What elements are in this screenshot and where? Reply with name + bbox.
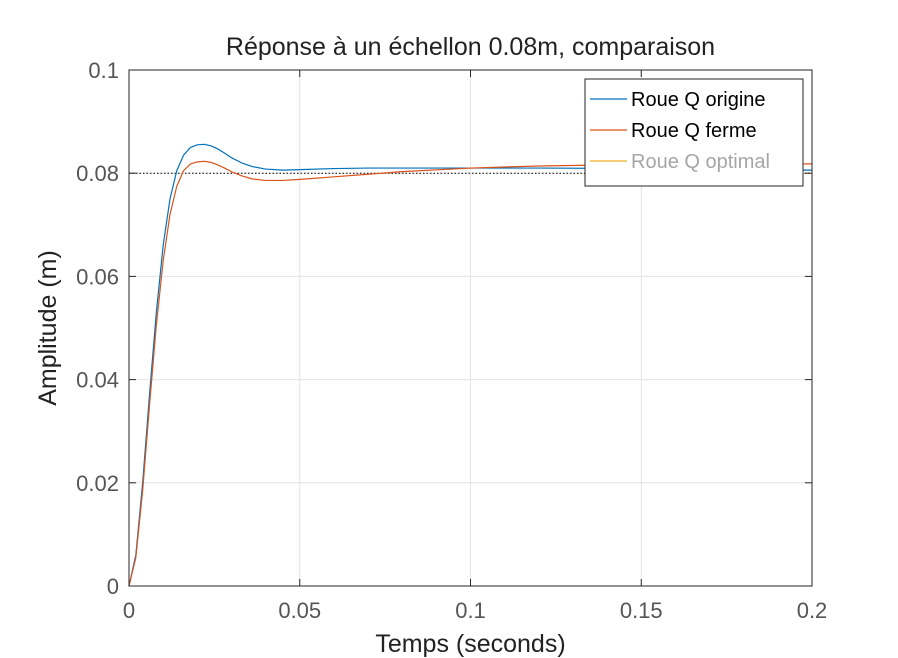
y-tick-label: 0.02 (76, 471, 119, 496)
x-tick-label: 0.15 (620, 598, 663, 623)
x-tick-label: 0.2 (797, 598, 828, 623)
y-tick-label: 0.06 (76, 264, 119, 289)
x-tick-label: 0 (123, 598, 135, 623)
x-axis-label: Temps (seconds) (375, 630, 565, 658)
chart-title: Réponse à un échellon 0.08m, comparaison (226, 33, 715, 61)
legend-entry-label[interactable]: Roue Q origine (631, 89, 766, 111)
y-tick-label: 0.04 (76, 368, 119, 393)
x-tick-label: 0.05 (278, 598, 321, 623)
y-tick-label: 0.1 (88, 58, 119, 83)
series-line-roue-q-origine (128, 143, 813, 587)
legend-entry-label[interactable]: Roue Q optimal (631, 151, 770, 173)
series-line-roue-q-ferme (128, 160, 812, 587)
legend-box (584, 78, 804, 187)
x-tick-label: 0.1 (455, 598, 486, 623)
series-lines (128, 143, 813, 587)
legend-entry-label[interactable]: Roue Q ferme (631, 120, 757, 142)
legend[interactable]: Roue Q origine Roue Q ferme Roue Q optimal (584, 78, 804, 187)
y-tick-label: 0 (107, 574, 119, 599)
y-axis-label: Amplitude (m) (34, 250, 62, 406)
ticks: 0 0.05 0.1 0.15 0.2 0 0.02 0.04 0.06 0.08 0.1 (76, 58, 827, 623)
y-tick-label: 0.08 (76, 161, 119, 186)
